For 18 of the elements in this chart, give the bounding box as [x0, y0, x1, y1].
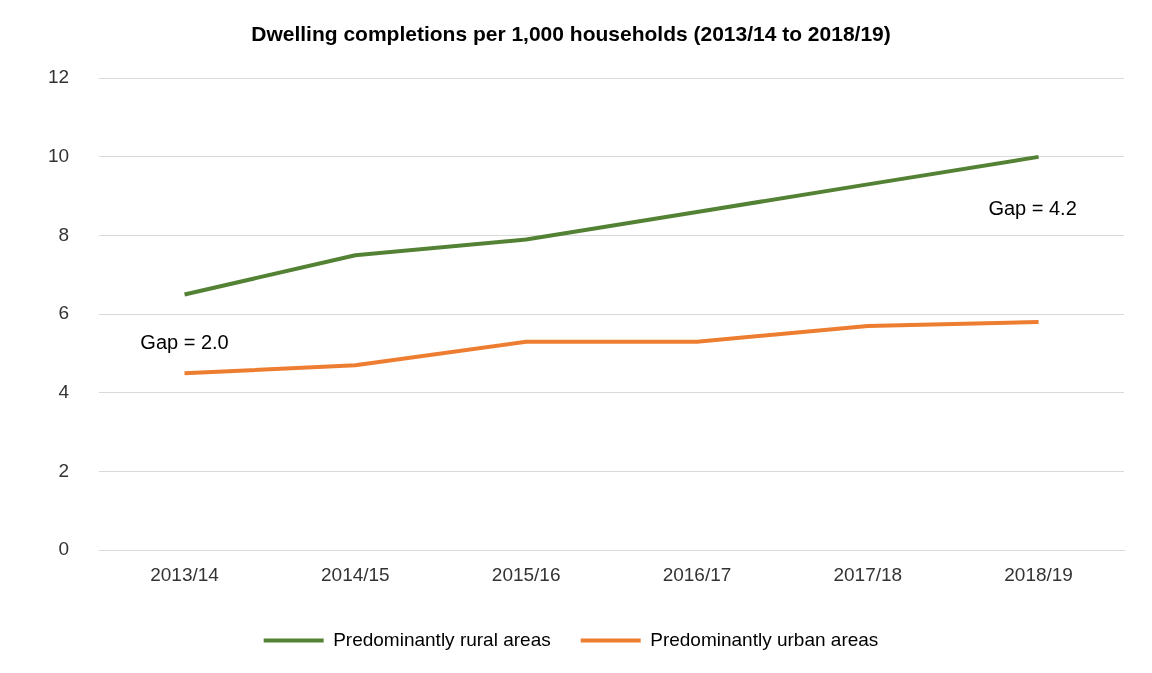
legend-label: Predominantly urban areas	[650, 628, 879, 650]
x-tick-label: 2017/18	[833, 563, 903, 585]
x-tick-label: 2018/19	[1004, 563, 1073, 585]
x-tick-label: 2015/16	[491, 563, 561, 585]
y-tick-label: 8	[58, 223, 70, 245]
y-tick-label: 0	[58, 538, 70, 560]
y-tick-label: 2	[58, 459, 70, 481]
y-tick-label: 12	[47, 66, 70, 88]
annotation: Gap = 4.2	[988, 196, 1077, 219]
legend-label: Predominantly rural areas	[333, 628, 551, 650]
x-tick-label: 2013/14	[150, 563, 220, 585]
y-tick-label: 10	[47, 145, 70, 167]
y-tick-label: 4	[58, 381, 70, 403]
y-tick-label: 6	[58, 302, 70, 324]
x-tick-label: 2016/17	[662, 563, 732, 585]
chart-title: Dwelling completions per 1,000 households (2013/14 to 2018/19)	[251, 22, 891, 46]
annotation: Gap = 2.0	[140, 331, 229, 354]
x-tick-label: 2014/15	[321, 563, 390, 585]
